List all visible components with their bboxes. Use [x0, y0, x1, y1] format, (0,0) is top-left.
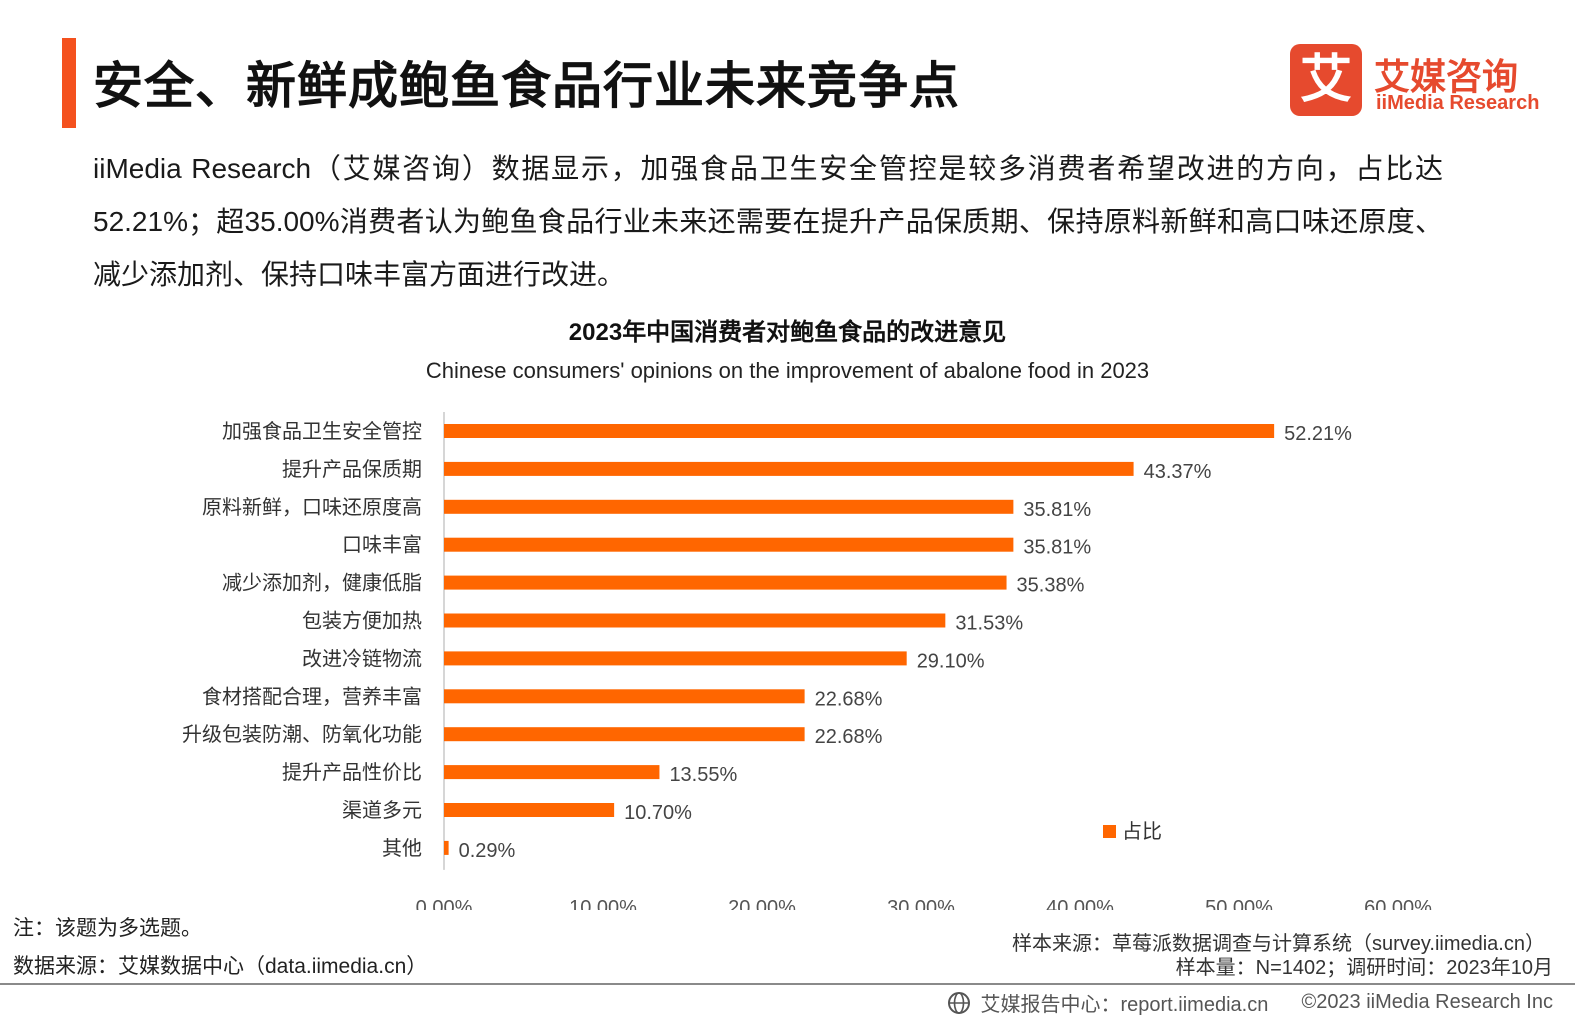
summary-paragraph: iiMedia Research（艾媒咨询）数据显示，加强食品卫生安全管控是较多… — [93, 153, 1443, 290]
sample-size: 样本量：N=1402；调研时间：2023年10月 — [1175, 957, 1553, 979]
x-tick-label: 40.00% — [1046, 897, 1114, 910]
category-label: 升级包装防潮、防氧化功能 — [182, 723, 422, 746]
bar — [444, 499, 1014, 514]
data-label: 35.81% — [1023, 499, 1091, 521]
logo-text-en: iiMedia Research — [1376, 92, 1540, 114]
data-label: 35.81% — [1023, 537, 1091, 559]
category-label: 其他 — [382, 837, 422, 860]
x-tick-label: 60.00% — [1364, 897, 1432, 910]
bar — [444, 727, 805, 742]
data-label: 29.10% — [917, 650, 985, 672]
legend-label: 占比 — [1122, 820, 1162, 843]
iimedia-logo: 艾 艾媒咨询 iiMedia Research — [1290, 44, 1540, 118]
bar — [444, 424, 1275, 438]
bar — [444, 803, 615, 817]
x-tick-label: 30.00% — [887, 897, 955, 910]
footer: 艾媒报告中心：report.iimedia.cn ©2023 iiMedia R… — [947, 988, 1553, 1017]
data-label: 22.68% — [815, 726, 883, 748]
chart-subtitle: Chinese consumers' opinions on the impro… — [425, 358, 1150, 383]
chart-title: 2023年中国消费者对鲍鱼食品的改进意见 — [568, 319, 1007, 346]
data-label: 13.55% — [669, 764, 737, 786]
x-tick-label: 50.00% — [1205, 897, 1273, 910]
x-tick-label: 0.00% — [416, 897, 473, 910]
category-label: 口味丰富 — [342, 534, 422, 557]
category-label: 包装方便加热 — [302, 610, 422, 633]
bar — [444, 689, 805, 704]
category-label: 减少添加剂，健康低脂 — [222, 572, 422, 595]
data-label: 52.21% — [1284, 423, 1352, 445]
data-label: 10.70% — [624, 802, 692, 824]
legend-swatch — [1103, 825, 1116, 838]
category-label: 渠道多元 — [342, 799, 422, 822]
data-label: 35.38% — [1017, 575, 1085, 597]
category-label: 原料新鲜，口味还原度高 — [202, 496, 422, 519]
x-tick-label: 10.00% — [569, 897, 637, 910]
title-accent-bar — [62, 38, 76, 128]
data-label: 43.37% — [1144, 461, 1212, 483]
bar-chart: 加强食品卫生安全管控 52.21% 提升产品保质期 43.37% 原料新鲜，口味还原度高… — [182, 412, 1432, 910]
category-label: 改进冷链物流 — [302, 647, 422, 670]
footnote-multi-choice: 注：该题为多选题。 — [13, 917, 202, 940]
bar — [444, 613, 946, 628]
logo-mark: 艾 — [1290, 44, 1362, 116]
globe-icon — [947, 991, 970, 1014]
data-source: 数据来源：艾媒数据中心（data.iimedia.cn） — [13, 955, 428, 978]
data-label: 31.53% — [955, 613, 1023, 635]
category-label: 提升产品保质期 — [282, 458, 422, 481]
category-label: 食材搭配合理，营养丰富 — [202, 685, 422, 708]
footer-copyright: ©2023 iiMedia Research Inc — [1301, 991, 1553, 1013]
category-label: 提升产品性价比 — [282, 761, 422, 784]
bar — [444, 765, 660, 780]
page-title: 安全、新鲜成鲍鱼食品行业未来竞争点 — [93, 58, 960, 114]
bar — [444, 651, 907, 666]
bar — [444, 840, 449, 855]
footer-divider — [0, 983, 1575, 985]
category-label: 加强食品卫生安全管控 — [222, 420, 422, 443]
bar — [444, 537, 1014, 552]
logo-text-cn: 艾媒咨询 — [1374, 56, 1519, 97]
data-label: 0.29% — [459, 840, 516, 862]
data-label: 22.68% — [815, 688, 883, 710]
footer-report-center: 艾媒报告中心：report.iimedia.cn — [980, 994, 1269, 1016]
sample-source: 样本来源：草莓派数据调查与计算系统（survey.iimedia.cn） — [1011, 933, 1545, 955]
bar — [444, 461, 1134, 476]
x-tick-label: 20.00% — [728, 897, 796, 910]
bar — [444, 575, 1007, 590]
